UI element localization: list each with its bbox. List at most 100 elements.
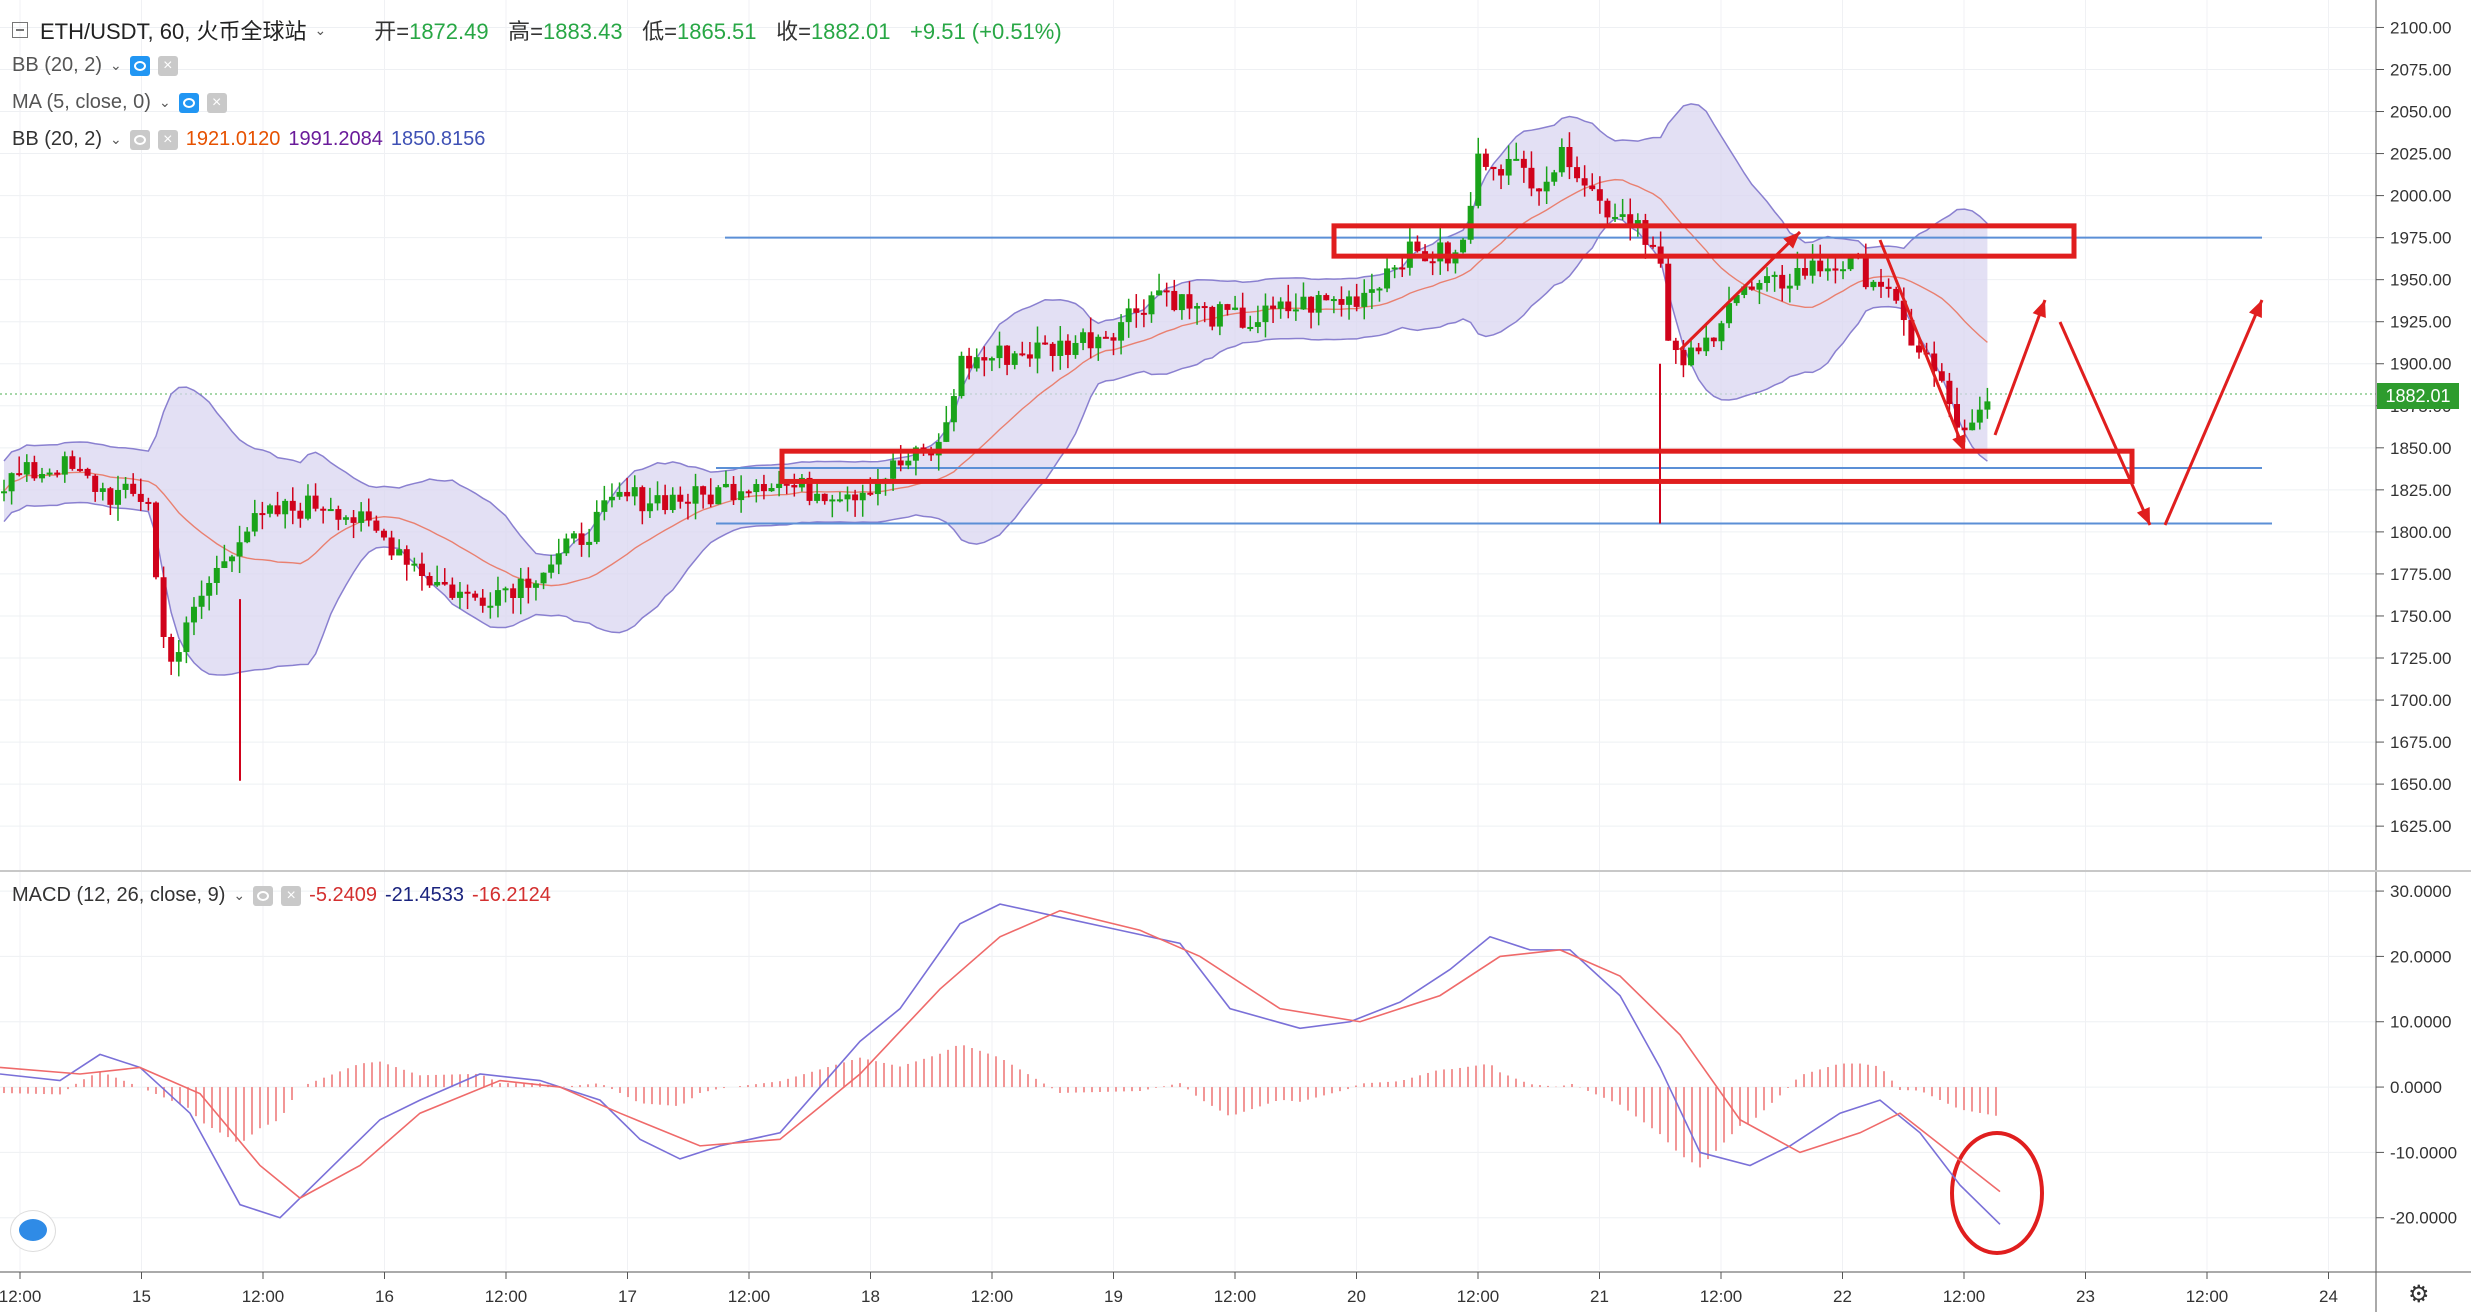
candle-body <box>821 493 828 502</box>
close-label: 收= <box>776 19 811 44</box>
candle-body <box>1824 268 1831 272</box>
candle-body <box>38 473 45 479</box>
candle-body <box>867 492 874 495</box>
candle-body <box>1201 306 1208 309</box>
price-tick-label: 1850.00 <box>2390 439 2451 458</box>
candle-body <box>1019 353 1026 356</box>
candle-body <box>1984 401 1991 410</box>
candle-body <box>1551 172 1558 182</box>
candle-body <box>1277 301 1284 309</box>
candle-body <box>1482 153 1489 167</box>
candle-body <box>1900 300 1907 321</box>
support-box <box>779 448 2135 484</box>
macd-panel <box>0 903 2001 1225</box>
time-tick-label: 12:00 <box>485 1287 528 1306</box>
candle-body <box>905 460 912 466</box>
candle-body <box>137 493 144 502</box>
candle-body <box>1748 286 1755 290</box>
candle-body <box>403 549 410 565</box>
bb2-label[interactable]: BB (20, 2) <box>12 128 103 150</box>
candle-body <box>669 494 676 511</box>
annotations <box>779 223 2264 1255</box>
close-icon[interactable]: × <box>206 92 227 113</box>
candle-body <box>1733 294 1740 304</box>
visibility-icon[interactable] <box>129 55 150 76</box>
candle-body <box>996 345 1003 359</box>
visibility-icon[interactable] <box>253 885 274 906</box>
candle-body <box>722 483 729 488</box>
candle-body <box>76 468 83 471</box>
candle-body <box>266 505 273 514</box>
candle-body <box>1475 153 1482 206</box>
candle-body <box>555 553 562 565</box>
ma-label[interactable]: MA (5, close, 0) <box>12 91 151 113</box>
candle-body <box>198 595 205 607</box>
candle-body <box>1247 326 1254 329</box>
candle-body <box>221 561 228 568</box>
arrow-head <box>2032 300 2046 318</box>
candle-body <box>251 513 258 532</box>
candle-body <box>1346 296 1353 305</box>
candle-body <box>1095 336 1102 349</box>
candle-body <box>244 531 251 543</box>
candle-body <box>388 537 395 556</box>
candle-body <box>1361 292 1368 307</box>
candle-body <box>988 358 995 361</box>
candle-body <box>1148 295 1155 315</box>
candle-body <box>654 495 661 504</box>
time-tick-label: 17 <box>618 1287 637 1306</box>
candle-body <box>844 494 851 500</box>
visibility-icon[interactable] <box>129 129 150 150</box>
candle-body <box>441 581 448 585</box>
candle-body <box>1004 345 1011 365</box>
collapse-icon[interactable] <box>12 22 28 38</box>
chevron-down-icon[interactable]: ⌄ <box>110 57 122 73</box>
candle-body <box>487 605 494 608</box>
price-tick-label: 2100.00 <box>2390 18 2451 37</box>
close-icon[interactable]: × <box>281 885 302 906</box>
candle-body <box>1756 283 1763 290</box>
close-icon[interactable]: × <box>157 129 178 150</box>
candle-body <box>1 491 7 494</box>
candle-body <box>1254 322 1261 327</box>
candle-body <box>1049 343 1056 356</box>
price-tick-label: 1950.00 <box>2390 271 2451 290</box>
candle-body <box>578 533 585 545</box>
gear-icon[interactable]: ⚙ <box>2408 1281 2430 1308</box>
time-tick-label: 16 <box>375 1287 394 1306</box>
bb2-basis-value: 1991.2084 <box>288 128 383 150</box>
candle-body <box>1612 216 1619 219</box>
candle-body <box>1642 220 1649 245</box>
close-icon[interactable]: × <box>157 55 178 76</box>
candle-body <box>304 495 311 519</box>
bb1-label[interactable]: BB (20, 2) <box>12 54 103 76</box>
macd-label[interactable]: MACD (12, 26, close, 9) <box>12 884 226 906</box>
candle-body <box>1817 260 1824 272</box>
trend-arrow <box>1678 230 1802 352</box>
candle-body <box>1270 305 1277 309</box>
horizontal-levels <box>716 236 2272 525</box>
trend-arrow <box>1993 299 2047 436</box>
candle-body <box>1650 244 1657 247</box>
candle-body <box>631 487 638 497</box>
candle-body <box>1368 289 1375 293</box>
time-tick-label: 19 <box>1104 1287 1123 1306</box>
candle-body <box>114 489 121 505</box>
chevron-down-icon[interactable]: ⌄ <box>233 887 246 903</box>
open-value: 1872.49 <box>409 19 489 44</box>
chevron-down-icon[interactable]: ⌄ <box>110 131 122 147</box>
candle-body <box>966 355 973 369</box>
visibility-icon[interactable] <box>178 92 199 113</box>
candle-body <box>517 578 524 598</box>
candle-body <box>1566 147 1573 168</box>
candle-body <box>1026 354 1033 359</box>
candle-body <box>1437 242 1444 262</box>
chevron-down-icon[interactable]: ⌄ <box>314 21 327 38</box>
candle-body <box>1087 332 1094 349</box>
candle-body <box>335 509 342 520</box>
candle-body <box>16 473 23 476</box>
symbol-label[interactable]: ETH/USDT, 60, 火币全球站 <box>40 19 307 44</box>
candle-body <box>1893 288 1900 301</box>
chevron-down-icon[interactable]: ⌄ <box>158 94 171 110</box>
